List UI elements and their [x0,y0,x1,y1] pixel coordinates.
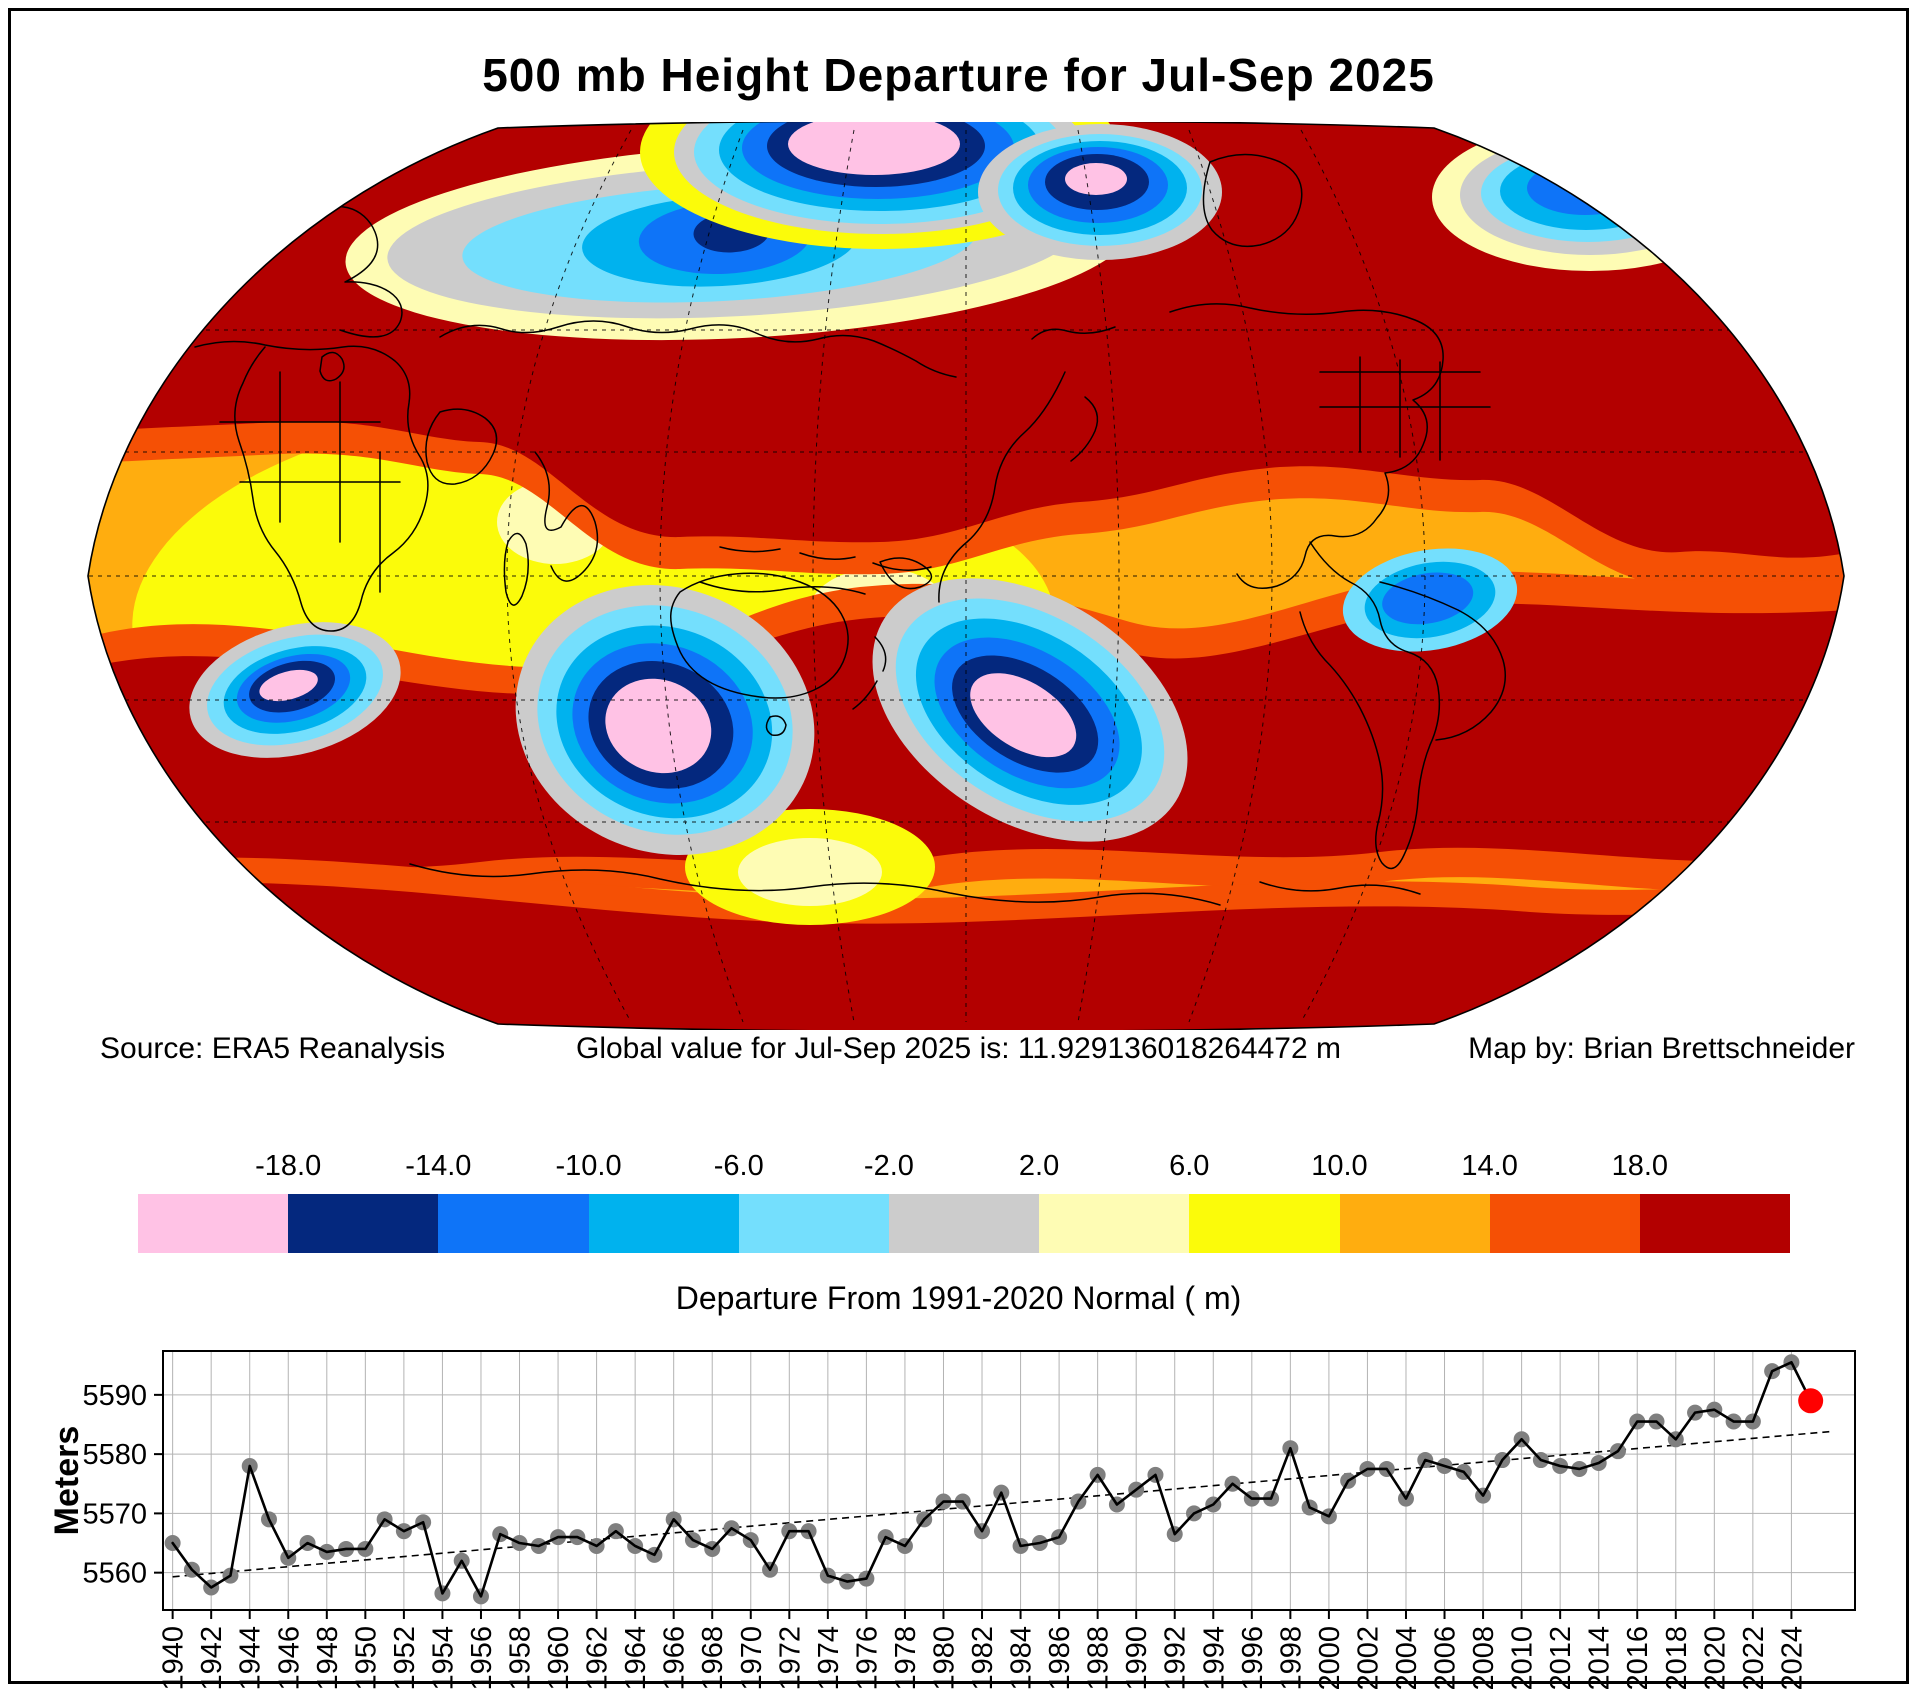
y-tick-label: 5580 [82,1439,147,1471]
colorbar-tick-label: 2.0 [1018,1150,1060,1182]
colorbar-tick-label: -10.0 [555,1150,622,1182]
x-tick-label: 1976 [851,1626,883,1691]
x-tick-label: 1958 [505,1626,537,1691]
x-tick-label: 1986 [1044,1626,1076,1691]
x-tick-label: 1940 [158,1626,190,1691]
trend-line [172,1430,1831,1578]
x-tick-label: 1974 [813,1626,845,1691]
x-tick-label: 2016 [1622,1626,1654,1691]
colorbar-tick-label: 18.0 [1611,1150,1669,1182]
x-tick-label: 2000 [1314,1626,1346,1691]
colorbar-segment [138,1194,289,1253]
x-tick-label: 2014 [1584,1626,1616,1691]
colorbar-tick-labels: -18.0 -14.0 -10.0 -6.0 -2.0 2.0 6.0 10.0 14.0 18.… [0,1150,1917,1186]
world-map-figure [80,119,1852,1033]
colorbar-segment [438,1194,589,1253]
x-tick-label: 1952 [389,1626,421,1691]
global-value-note: Global value for Jul-Sep 2025 is: 11.929… [576,1032,1341,1065]
colorbar-caption: Departure From 1991-2020 Normal ( m) [675,1280,1242,1316]
x-tick-label: 1972 [774,1626,806,1691]
x-tick-label: 1946 [273,1626,305,1691]
colorbar-tick-label: -14.0 [405,1150,472,1182]
x-tick-label: 1988 [1083,1626,1115,1691]
colorbar [138,1194,1791,1253]
y-tick-label: 5560 [82,1558,147,1590]
colorbar-tick-label: 14.0 [1461,1150,1518,1182]
colorbar-tick-label: -6.0 [713,1150,764,1182]
x-tick-label: 1970 [736,1626,768,1691]
x-tick-label: 1962 [582,1626,614,1691]
x-tick-label: 2006 [1430,1626,1462,1691]
colorbar-tick-label: -18.0 [255,1150,322,1182]
colorbar-segment [1039,1194,1190,1253]
colorbar-segment [1339,1194,1490,1253]
x-tick-label: 1954 [427,1626,459,1691]
x-tick-label: 2010 [1507,1626,1539,1691]
x-tick-label: 2022 [1738,1626,1770,1691]
latest-data-point [1798,1388,1824,1414]
page-title: 500 mb Height Departure for Jul-Sep 2025 [482,49,1435,101]
y-axis-title: Meters [48,1426,86,1536]
map-outline [87,119,1845,1033]
x-tick-label: 1982 [967,1626,999,1691]
x-tick-label: 1978 [890,1626,922,1691]
colorbar-tick-label: -2.0 [863,1150,914,1182]
x-tick-label: 2012 [1545,1626,1577,1691]
x-tick-label: 1964 [620,1626,652,1691]
colorbar-tick-label: 10.0 [1311,1150,1368,1182]
x-tick-label: 1968 [697,1626,729,1691]
colorbar-segment [1489,1194,1640,1253]
x-tick-label: 1996 [1237,1626,1269,1691]
x-tick-label: 1980 [928,1626,960,1691]
timeseries-chart-canvas: 5560 5570 5580 5590 1940 1942 1944 1946 1948 1950… [48,1350,1856,1691]
credit-note: Map by: Brian Brettschneider [1468,1032,1855,1065]
timeseries-chart: 5560 5570 5580 5590 1940 1942 1944 1946 1948 1950… [0,1330,1917,1692]
x-tick-label: 1948 [312,1626,344,1691]
x-tick-label: 1984 [1006,1626,1038,1691]
contour-field [88,120,1844,1032]
x-tick-label: 2002 [1352,1626,1384,1691]
colorbar-segment [1639,1194,1791,1253]
plot-border [162,1350,1856,1611]
colorbar-segment [588,1194,739,1253]
y-tick-label: 5570 [82,1498,147,1530]
x-tick-label: 2004 [1391,1626,1423,1691]
colorbar-segment [738,1194,889,1253]
x-tick-label: 1956 [466,1626,498,1691]
graticule [88,129,1844,1023]
x-tick-label: 2024 [1776,1626,1808,1691]
x-tick-label: 2018 [1661,1626,1693,1691]
x-tick-label: 1966 [659,1626,691,1691]
x-tick-label: 1944 [235,1626,267,1691]
colorbar-tick-label: 6.0 [1169,1150,1210,1182]
coastlines [194,153,1506,906]
x-tick-label: 2020 [1699,1626,1731,1691]
x-tick-label: 2008 [1468,1626,1500,1691]
colorbar-segment [888,1194,1040,1253]
map-notes-row: Source: ERA5 Reanalysis Global value for… [0,1032,1917,1072]
colorbar-segment [1189,1194,1340,1253]
colorbar-segment [288,1194,439,1253]
source-note: Source: ERA5 Reanalysis [100,1032,446,1065]
x-tick-label: 1994 [1198,1626,1230,1691]
x-tick-label: 1950 [350,1626,382,1691]
x-tick-label: 1960 [543,1626,575,1691]
x-tick-label: 1942 [196,1626,228,1691]
x-tick-label: 1992 [1160,1626,1192,1691]
map-artwork [87,119,1845,1033]
x-tick-label: 1998 [1275,1626,1307,1691]
data-line [171,1360,1812,1598]
x-tick-label: 1990 [1121,1626,1153,1691]
y-tick-label: 5590 [82,1380,147,1412]
